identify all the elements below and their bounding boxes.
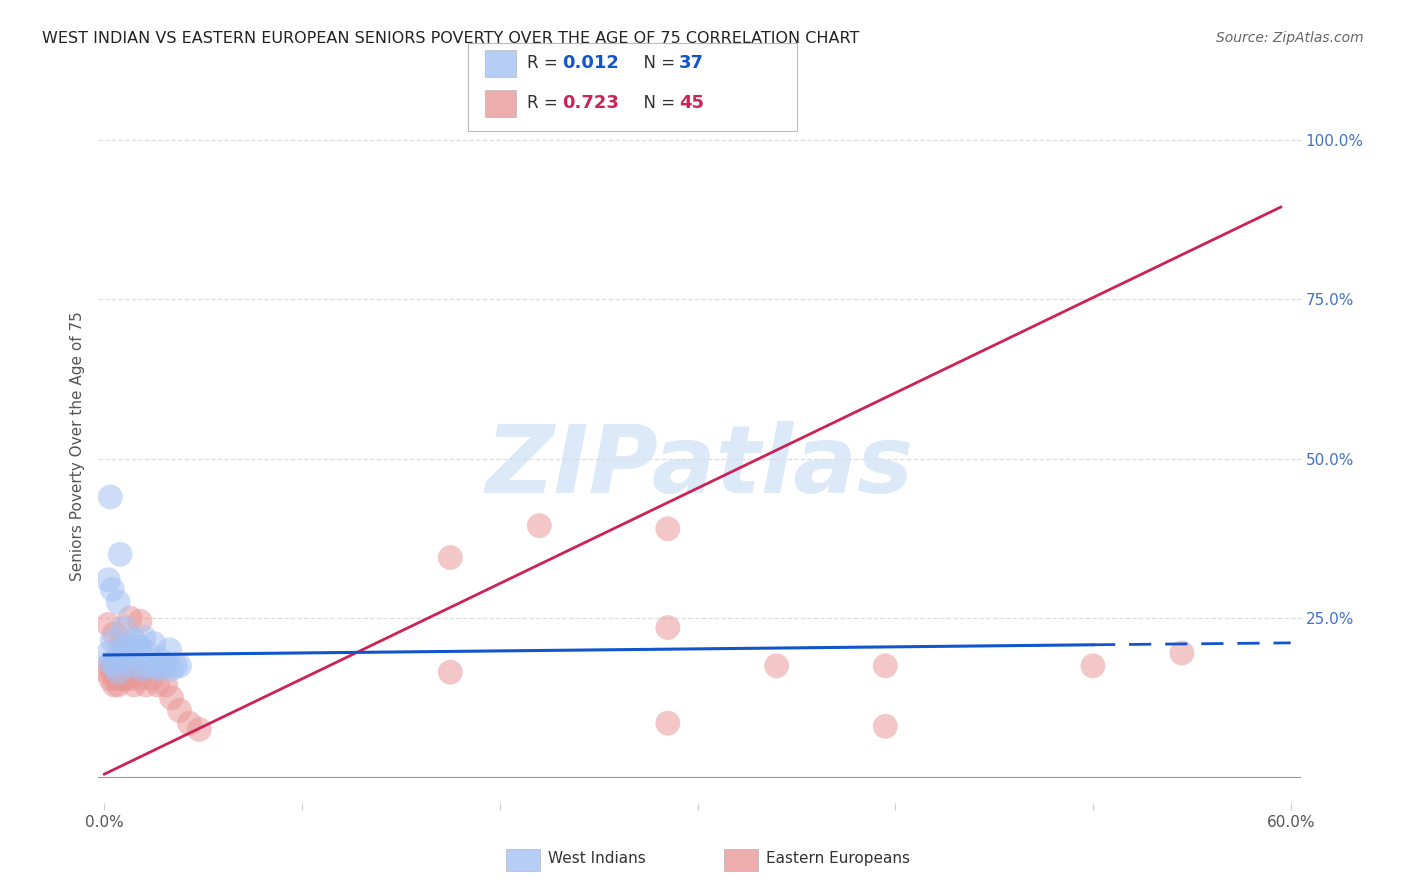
- Point: [657, 522, 679, 536]
- Point: [97, 665, 120, 680]
- Point: [439, 665, 461, 680]
- Point: [98, 672, 121, 686]
- Point: [111, 633, 134, 648]
- Point: [657, 716, 679, 731]
- Point: [112, 649, 135, 664]
- Point: [129, 672, 152, 686]
- Point: [121, 665, 143, 680]
- Point: [127, 665, 149, 680]
- Point: [160, 690, 183, 705]
- Point: [111, 672, 134, 686]
- Point: [107, 678, 129, 692]
- Text: R =: R =: [527, 95, 564, 112]
- Point: [188, 723, 211, 737]
- Point: [1081, 658, 1104, 673]
- Point: [122, 633, 145, 648]
- Point: [97, 658, 120, 673]
- Point: [152, 658, 174, 673]
- Point: [103, 658, 125, 673]
- Point: [101, 665, 124, 680]
- Point: [127, 640, 149, 654]
- Point: [141, 672, 163, 686]
- Point: [169, 703, 191, 717]
- Text: R =: R =: [527, 54, 564, 72]
- Point: [103, 678, 125, 692]
- Text: ZIPatlas: ZIPatlas: [485, 421, 914, 514]
- Point: [101, 633, 124, 648]
- Y-axis label: Seniors Poverty Over the Age of 75: Seniors Poverty Over the Age of 75: [70, 311, 86, 581]
- Point: [155, 658, 177, 673]
- Point: [121, 646, 143, 660]
- Point: [105, 672, 128, 686]
- Text: 37: 37: [679, 54, 704, 72]
- Point: [765, 658, 787, 673]
- Text: 45: 45: [679, 95, 704, 112]
- Text: N =: N =: [633, 95, 681, 112]
- Text: 0.723: 0.723: [562, 95, 619, 112]
- Text: Eastern Europeans: Eastern Europeans: [766, 851, 910, 865]
- Text: West Indians: West Indians: [548, 851, 647, 865]
- Point: [101, 582, 124, 597]
- Point: [122, 678, 145, 692]
- Point: [146, 662, 169, 676]
- Point: [112, 672, 135, 686]
- Point: [117, 640, 139, 654]
- Point: [120, 611, 142, 625]
- Point: [136, 646, 159, 660]
- Point: [132, 630, 155, 644]
- Point: [159, 643, 181, 657]
- Point: [131, 662, 153, 676]
- Point: [135, 658, 157, 673]
- Point: [108, 547, 131, 561]
- Point: [146, 678, 169, 692]
- Point: [179, 716, 201, 731]
- Point: [97, 646, 120, 660]
- Point: [112, 621, 135, 635]
- Point: [107, 672, 129, 686]
- Point: [657, 621, 679, 635]
- Point: [115, 649, 138, 664]
- Point: [439, 550, 461, 565]
- Point: [129, 640, 152, 654]
- Text: N =: N =: [633, 54, 681, 72]
- Point: [875, 719, 897, 733]
- Point: [101, 658, 124, 673]
- Point: [108, 643, 131, 657]
- Point: [103, 627, 125, 641]
- Point: [111, 652, 134, 666]
- Point: [165, 658, 187, 673]
- Point: [875, 658, 897, 673]
- Point: [98, 490, 121, 504]
- Point: [155, 678, 177, 692]
- Point: [97, 617, 120, 632]
- Point: [107, 595, 129, 609]
- Point: [98, 656, 121, 670]
- Text: Source: ZipAtlas.com: Source: ZipAtlas.com: [1216, 31, 1364, 45]
- Point: [120, 646, 142, 660]
- Point: [108, 658, 131, 673]
- Point: [115, 672, 138, 686]
- Text: WEST INDIAN VS EASTERN EUROPEAN SENIORS POVERTY OVER THE AGE OF 75 CORRELATION C: WEST INDIAN VS EASTERN EUROPEAN SENIORS …: [42, 31, 859, 46]
- Text: 0.012: 0.012: [562, 54, 619, 72]
- Point: [169, 658, 191, 673]
- Point: [129, 614, 152, 628]
- Point: [160, 662, 183, 676]
- Point: [120, 658, 142, 673]
- Point: [135, 678, 157, 692]
- Point: [1171, 646, 1194, 660]
- Point: [117, 665, 139, 680]
- Point: [142, 636, 165, 650]
- Point: [97, 573, 120, 587]
- Point: [112, 646, 135, 660]
- Point: [107, 665, 129, 680]
- Point: [105, 652, 128, 666]
- Point: [149, 652, 172, 666]
- Point: [120, 672, 142, 686]
- Point: [141, 658, 163, 673]
- Point: [529, 518, 551, 533]
